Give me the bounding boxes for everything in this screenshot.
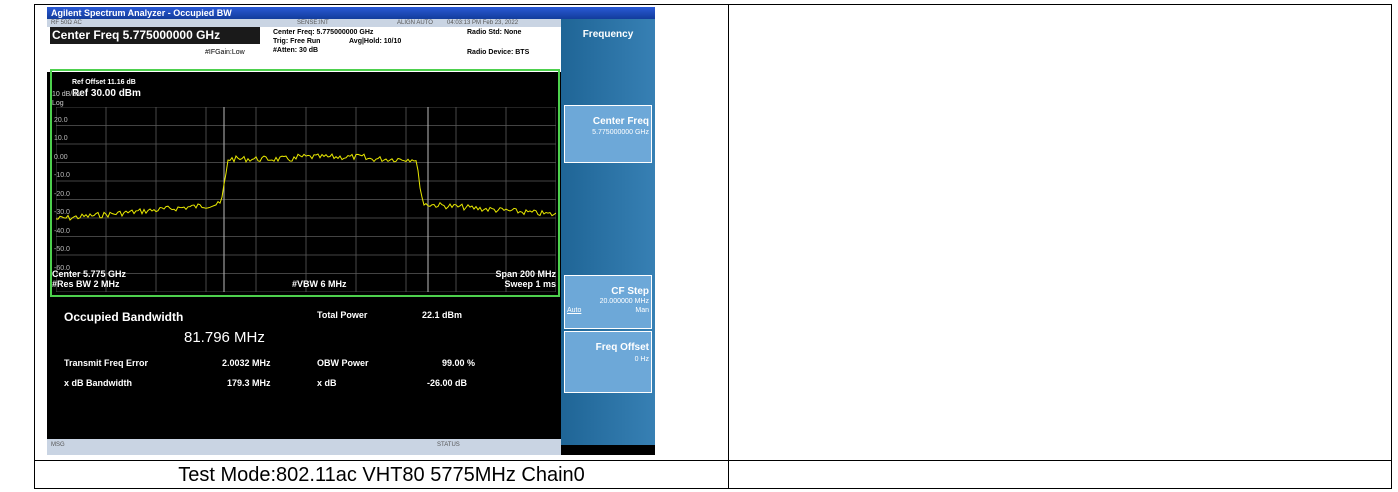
measurement-info-bar: RF 50Ω AC SENSE:INT ALIGN AUTO 04:03:13 … xyxy=(47,19,561,72)
cf-step-man[interactable]: Man xyxy=(635,307,649,314)
total-power-label: Total Power xyxy=(317,310,368,320)
spectrum-trace-svg xyxy=(55,100,557,293)
status-indicator: STATUS xyxy=(437,442,460,448)
ifgain-info: #IFGain:Low xyxy=(205,49,245,56)
center-freq-softkey-label: Center Freq xyxy=(592,116,649,127)
y-tick-label: -30.0 xyxy=(54,209,70,216)
radio-device-info: Radio Device: BTS xyxy=(467,49,530,56)
spectrum-grid: 20.0 10.0 0.00 -10.0 -20.0 -30.0 -40.0 -50.0 -60… xyxy=(54,100,557,293)
test-mode-caption: Test Mode:802.11ac VHT80 5775MHz Chain0 xyxy=(178,464,585,486)
spectrum-analyzer-screenshot: Agilent Spectrum Analyzer - Occupied BW … xyxy=(47,7,655,455)
y-tick-label: 20.0 xyxy=(54,116,68,124)
sweep-label: Sweep 1 ms xyxy=(504,279,556,289)
cf-step-softkey[interactable]: CF Step 20.000000 MHz Auto Man xyxy=(564,275,652,329)
obw-label: Occupied Bandwidth xyxy=(64,310,184,324)
menu-title: Frequency xyxy=(582,29,634,40)
transmit-freq-error-value: 2.0032 MHz xyxy=(222,358,271,368)
report-table: Test Mode:802.11ac VHT80 5775MHz Chain0 xyxy=(34,4,1392,489)
input-status: RF 50Ω AC xyxy=(51,20,82,26)
cf-step-softkey-value: 20.000000 MHz xyxy=(599,298,649,305)
transmit-freq-error-label: Transmit Freq Error xyxy=(64,358,149,368)
table-column-divider xyxy=(728,5,729,488)
softkey-panel: Frequency Center Freq 5.775000000 GHz CF… xyxy=(561,19,655,445)
res-bw-label: #Res BW 2 MHz xyxy=(52,279,120,289)
log-scale: Log xyxy=(52,100,64,107)
sense-status: SENSE:INT xyxy=(297,20,329,26)
avg-hold-info: Avg|Hold: 10/10 xyxy=(349,38,402,45)
trigger-info: Trig: Free Run xyxy=(273,38,321,45)
cf-step-softkey-label: CF Step xyxy=(611,286,649,297)
center-freq-display[interactable]: Center Freq 5.775000000 GHz xyxy=(50,27,260,44)
cf-step-auto[interactable]: Auto xyxy=(567,307,582,314)
msg-indicator: MSG xyxy=(51,442,65,448)
center-freq-label: Center 5.775 GHz xyxy=(52,269,127,279)
status-row: RF 50Ω AC SENSE:INT ALIGN AUTO 04:03:13 … xyxy=(47,19,561,27)
total-power-value: 22.1 dBm xyxy=(422,310,463,320)
y-tick-label: 10.0 xyxy=(54,135,68,142)
xdb-label: x dB xyxy=(317,378,337,388)
obw-power-label: OBW Power xyxy=(317,358,369,368)
freq-offset-softkey-label: Freq Offset xyxy=(595,342,649,353)
obw-power-value: 99.00 % xyxy=(442,358,476,368)
bottom-status-bar: MSG STATUS xyxy=(47,439,561,455)
y-tick-label: 0.00 xyxy=(54,153,68,161)
center-freq-info: Center Freq: 5.775000000 GHz xyxy=(273,29,374,36)
scale-per-div: 10 dB/div xyxy=(52,91,82,98)
ref-offset: Ref Offset 11.16 dB xyxy=(72,79,136,86)
y-tick-label: -60.0 xyxy=(54,264,70,272)
y-tick-label: -40.0 xyxy=(54,227,70,235)
spectrum-plot-frame: Ref Offset 11.16 dB Ref 30.00 dBm 10 dB/… xyxy=(50,69,560,297)
obw-value: 81.796 MHz xyxy=(184,329,265,346)
radio-std-info: Radio Std: None xyxy=(467,29,522,36)
y-tick-label: -20.0 xyxy=(54,190,70,198)
center-freq-softkey[interactable]: Center Freq 5.775000000 GHz xyxy=(564,105,652,163)
align-status: ALIGN AUTO xyxy=(397,20,433,26)
table-row-divider xyxy=(35,460,1391,461)
atten-info: #Atten: 30 dB xyxy=(273,47,319,54)
freq-offset-softkey-value: 0 Hz xyxy=(634,356,649,363)
grid-lines xyxy=(55,106,557,293)
xdb-bandwidth-label: x dB Bandwidth xyxy=(64,378,132,388)
vbw-label: #VBW 6 MHz xyxy=(292,279,347,289)
y-tick-label: -10.0 xyxy=(54,172,70,179)
date-time: 04:03:13 PM Feb 23, 2022 xyxy=(447,20,519,26)
freq-offset-softkey[interactable]: Freq Offset 0 Hz xyxy=(564,331,652,393)
measurement-results: Occupied Bandwidth 81.796 MHz Total Powe… xyxy=(47,300,561,435)
window-title-bar: Agilent Spectrum Analyzer - Occupied BW xyxy=(47,7,655,19)
xdb-bandwidth-value: 179.3 MHz xyxy=(227,378,271,388)
center-freq-softkey-value: 5.775000000 GHz xyxy=(592,129,649,136)
span-label: Span 200 MHz xyxy=(495,269,556,279)
xdb-value: -26.00 dB xyxy=(427,378,468,388)
spectrum-trace xyxy=(55,153,557,221)
y-tick-label: -50.0 xyxy=(54,246,70,253)
ref-level: Ref 30.00 dBm xyxy=(72,88,141,99)
